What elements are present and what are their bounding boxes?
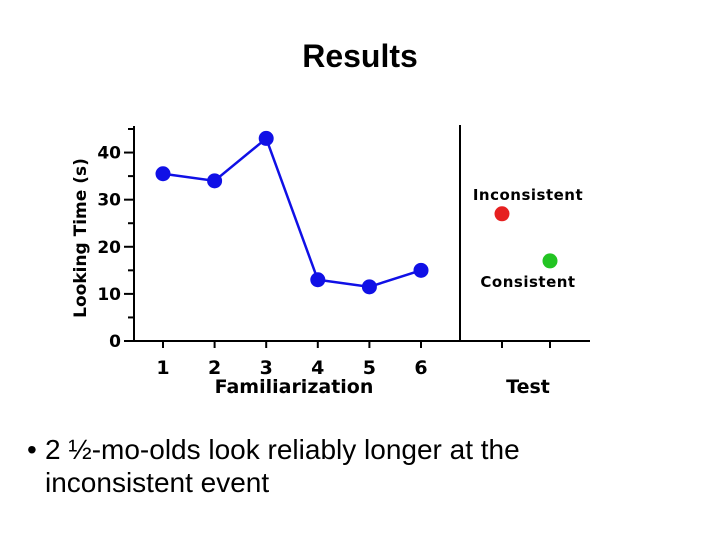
familiarization-series: [155, 130, 429, 295]
y-tick-label: 30: [97, 191, 121, 211]
x-tick-label: 6: [414, 357, 427, 379]
x-tick-label: 2: [208, 357, 221, 379]
bullet-text: 2 ½-mo-olds look reliably longer at the …: [45, 434, 520, 498]
test-points: Inconsistent Consistent: [473, 186, 583, 291]
y-tick-label: 20: [97, 238, 121, 258]
x-axis-label-familiarization: Familiarization: [215, 376, 374, 398]
consistent-label: Consistent: [480, 273, 575, 291]
data-point: [413, 262, 429, 278]
inconsistent-point: [494, 206, 510, 222]
x-axis-label-test: Test: [506, 376, 550, 398]
x-tick-label: 4: [311, 357, 324, 379]
x-tick-label: 3: [260, 357, 273, 379]
x-tick-label: 1: [156, 357, 169, 379]
data-point: [258, 130, 274, 146]
data-point: [361, 279, 377, 295]
y-axis-ticks: 0 10 20 30 40: [97, 128, 134, 352]
x-axis-ticks: 1 2 3 4 5 6: [156, 341, 551, 379]
y-axis-label: Looking Time (s): [71, 158, 91, 318]
inconsistent-label: Inconsistent: [473, 186, 583, 204]
y-tick-label: 10: [97, 285, 121, 305]
chart-axes: [133, 125, 590, 342]
consistent-point: [542, 253, 558, 269]
bullet-marker: •: [27, 434, 37, 465]
data-point: [310, 272, 326, 288]
x-tick-label: 5: [363, 357, 376, 379]
y-tick-label: 40: [97, 144, 121, 164]
data-point: [207, 173, 223, 189]
data-point: [155, 166, 171, 182]
series-line: [162, 136, 422, 289]
slide-title: Results: [302, 38, 418, 74]
bullet-point: • 2 ½-mo-olds look reliably longer at th…: [27, 433, 667, 499]
y-tick-label: 0: [109, 332, 121, 352]
